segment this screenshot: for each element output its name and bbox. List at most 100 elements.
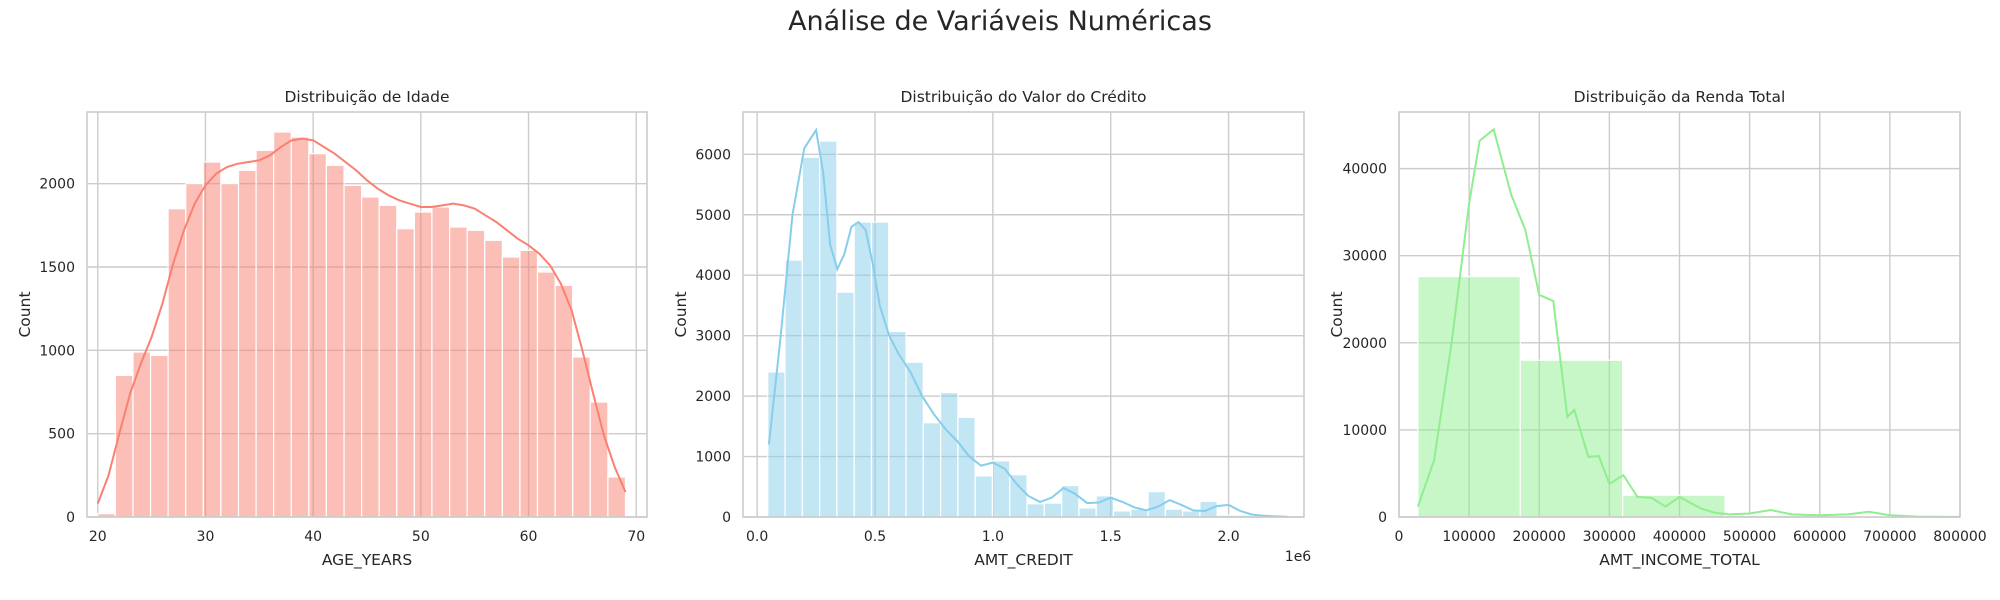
x-tick-label: 2.0 — [1217, 529, 1239, 545]
histogram-bar — [325, 164, 345, 518]
y-tick-label: 10000 — [1342, 423, 1387, 439]
histogram-bar — [974, 475, 994, 518]
histogram-bar — [343, 184, 363, 518]
x-tick-label: 700000 — [1863, 529, 1916, 545]
x-tick-label: 40 — [304, 529, 322, 545]
histogram-bar — [466, 229, 486, 518]
kde-line — [767, 127, 1288, 518]
histogram-bar — [202, 161, 222, 518]
y-tick-label: 4000 — [695, 268, 731, 284]
histogram-bar — [149, 354, 169, 518]
histogram-bar — [308, 153, 328, 518]
y-axis-label: Count — [1328, 291, 1346, 337]
subplot-title: Distribuição de Idade — [284, 88, 449, 106]
y-tick-label: 3000 — [695, 329, 731, 345]
subplot-title: Distribuição da Renda Total — [1574, 88, 1786, 106]
y-tick-label: 20000 — [1342, 336, 1387, 352]
y-tick-label: 500 — [48, 427, 75, 443]
x-tick-label: 100000 — [1442, 529, 1495, 545]
x-tick-label: 0.0 — [746, 529, 768, 545]
histogram-bar — [255, 149, 275, 518]
y-tick-label: 2000 — [695, 389, 731, 405]
x-offset-label: 1e6 — [1285, 549, 1312, 565]
y-axis-label: Count — [672, 291, 690, 337]
histogram-bar — [1417, 276, 1521, 518]
x-tick-label: 0.5 — [864, 529, 886, 545]
histogram-bar — [1026, 503, 1045, 518]
histogram-bar — [431, 206, 451, 518]
histogram-bar — [836, 291, 855, 518]
y-tick-label: 30000 — [1342, 249, 1387, 265]
x-axis-label: AMT_INCOME_TOTAL — [1599, 551, 1760, 570]
histogram-bar — [484, 239, 503, 518]
y-tick-label: 5000 — [695, 208, 731, 224]
y-tick-label: 0 — [722, 510, 731, 526]
x-tick-label: 0 — [1395, 529, 1404, 545]
kde-line — [1416, 127, 1961, 518]
axes-frame — [1398, 111, 1961, 518]
histogram-bar — [801, 156, 821, 518]
x-tick-label: 600000 — [1793, 529, 1846, 545]
histogram-bar — [413, 211, 433, 518]
histogram-bar — [449, 226, 468, 518]
histogram-bar — [501, 256, 521, 518]
histogram-bar — [607, 476, 627, 518]
histogram-bar — [1164, 508, 1184, 518]
histogram-bar — [939, 391, 959, 518]
axes-frame — [742, 111, 1305, 518]
x-tick-label: 60 — [520, 529, 538, 545]
kde-line — [96, 137, 627, 505]
histogram-bar — [378, 204, 398, 518]
histogram-bar — [922, 422, 942, 518]
y-tick-label: 1000 — [39, 343, 75, 359]
x-tick-label: 70 — [627, 529, 645, 545]
histogram-bar — [1078, 507, 1097, 518]
histogram-bar — [888, 330, 907, 518]
x-tick-label: 30 — [197, 529, 215, 545]
x-axis-label: AMT_CREDIT — [974, 551, 1073, 570]
histogram-bar — [1043, 502, 1063, 518]
histogram-bar — [819, 140, 838, 518]
histogram-bar — [554, 284, 574, 518]
y-tick-label: 6000 — [695, 147, 731, 163]
histogram-bar — [1622, 494, 1726, 518]
y-tick-label: 0 — [1378, 510, 1387, 526]
x-tick-label: 400000 — [1653, 529, 1706, 545]
x-tick-label: 300000 — [1583, 529, 1636, 545]
histogram-bar — [1112, 510, 1132, 518]
histogram-bar — [361, 196, 380, 518]
subplot-2: 0.0 0.5 1.0 1.5 2.0 0 1000 2000 3000 4000 5000 6000… — [672, 88, 1311, 570]
x-tick-label: 500000 — [1723, 529, 1776, 545]
histogram-bar — [1519, 359, 1624, 518]
x-tick-label: 50 — [412, 529, 430, 545]
histogram-bar — [220, 183, 240, 518]
y-tick-label: 40000 — [1342, 162, 1387, 178]
subplot-title: Distribuição do Valor do Crédito — [900, 88, 1146, 106]
y-tick-label: 2000 — [39, 177, 75, 193]
x-tick-label: 800000 — [1933, 529, 1986, 545]
histogram-bar — [273, 131, 292, 518]
histogram-bar — [957, 416, 976, 518]
x-axis-label: AGE_YEARS — [322, 551, 412, 570]
histogram-bar — [185, 183, 204, 518]
histogram-bar — [519, 249, 539, 518]
histogram-bar — [572, 356, 591, 518]
subplot-1: 20 30 40 50 60 70 0 500 1000 1500 2000 Distribuição… — [16, 88, 648, 570]
histogram-bar — [767, 371, 786, 518]
x-tick-label: 1.0 — [982, 529, 1004, 545]
histogram-bar — [237, 169, 257, 518]
y-tick-label: 0 — [66, 510, 75, 526]
histogram-bar — [853, 221, 873, 518]
histogram-bar — [536, 271, 556, 518]
x-tick-label: 20 — [89, 529, 107, 545]
subplot-3: 0 100000 200000 300000 400000 500000 600000 700… — [1328, 88, 1987, 570]
y-tick-label: 1000 — [695, 450, 731, 466]
histogram-bar — [114, 374, 134, 518]
y-axis-label: Count — [16, 291, 34, 337]
histogram-bar — [1182, 510, 1201, 518]
histogram-bar — [396, 228, 415, 518]
y-tick-label: 1500 — [39, 260, 75, 276]
x-tick-label: 1.5 — [1100, 529, 1122, 545]
histogram-bar — [905, 361, 924, 518]
